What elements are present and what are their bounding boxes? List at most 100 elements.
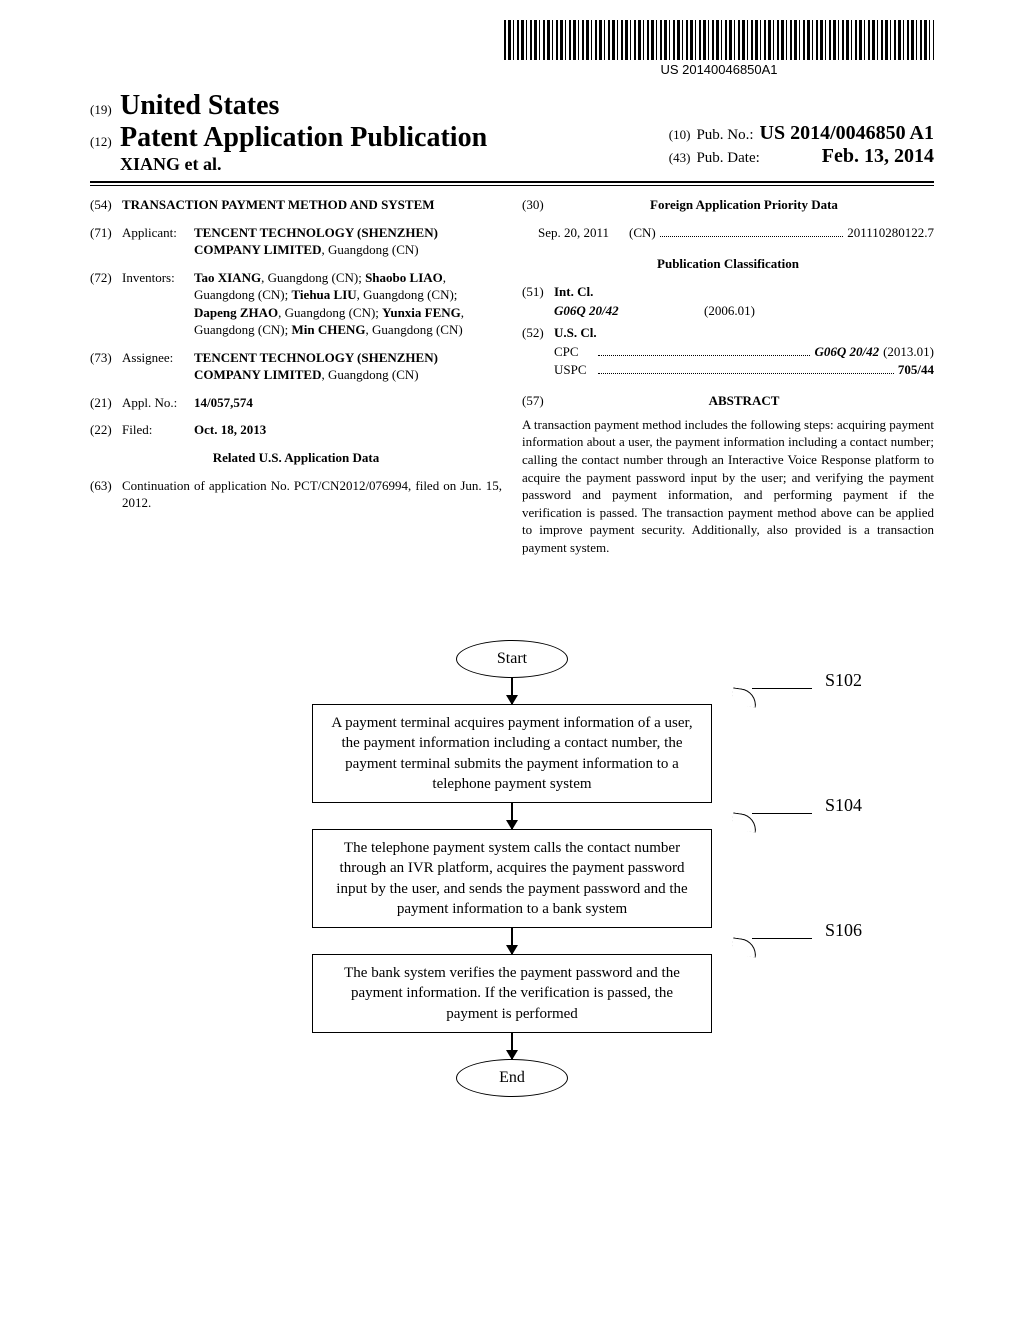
field-54: (54) TRANSACTION PAYMENT METHOD AND SYST… <box>90 196 502 214</box>
dotfill <box>598 363 894 374</box>
field-71: (71) Applicant: TENCENT TECHNOLOGY (SHEN… <box>90 224 502 259</box>
field-57: (57) ABSTRACT <box>522 392 934 410</box>
country: United States <box>120 90 279 122</box>
patent-page: US 20140046850A1 (19) United States (12)… <box>0 0 1024 1320</box>
uspc-label: USPC <box>554 361 594 379</box>
code-43: (43) <box>669 150 691 166</box>
pub-date: Feb. 13, 2014 <box>822 145 934 168</box>
intcl-year: (2006.01) <box>704 302 755 320</box>
callout-line <box>752 688 812 689</box>
node-end: End <box>456 1059 568 1097</box>
invention-title: TRANSACTION PAYMENT METHOD AND SYSTEM <box>122 196 435 214</box>
field-72: (72) Inventors: Tao XIANG, Guangdong (CN… <box>90 269 502 339</box>
inventors-label: Inventors: <box>122 269 194 339</box>
intcl-row: G06Q 20/42 (2006.01) <box>554 302 934 320</box>
code-21: (21) <box>90 394 122 412</box>
field-21: (21) Appl. No.: 14/057,574 <box>90 394 502 412</box>
rule-thin <box>90 185 934 186</box>
right-column: (30) Foreign Application Priority Data S… <box>522 196 934 556</box>
foreign-priority-title: Foreign Application Priority Data <box>554 196 934 214</box>
priority-date: Sep. 20, 2011 <box>538 224 609 242</box>
publication-type: Patent Application Publication <box>120 122 487 154</box>
edge-arrow <box>511 1033 513 1059</box>
biblio-columns: (54) TRANSACTION PAYMENT METHOD AND SYST… <box>90 196 934 556</box>
barcode-block: US 20140046850A1 <box>504 20 934 77</box>
node-start: Start <box>456 640 568 678</box>
node-s106: The bank system verifies the payment pas… <box>312 954 712 1033</box>
label-s104: S104 <box>825 795 862 816</box>
applno-label: Appl. No.: <box>122 394 194 412</box>
inventors-value: Tao XIANG, Guangdong (CN); Shaobo LIAO, … <box>194 269 502 339</box>
pub-number: US 2014/0046850 A1 <box>760 122 934 145</box>
assignee-label: Assignee: <box>122 349 194 384</box>
code-12: (12) <box>90 134 120 150</box>
flowchart-inner: Start S102 A payment terminal acquires p… <box>232 640 792 1097</box>
header: (19) United States (12) Patent Applicati… <box>90 90 934 186</box>
classification-title: Publication Classification <box>522 255 934 273</box>
cpc-year: (2013.01) <box>883 343 934 361</box>
cpc-value: G06Q 20/42 <box>814 343 879 361</box>
field-73: (73) Assignee: TENCENT TECHNOLOGY (SHENZ… <box>90 349 502 384</box>
field-52: (52) U.S. Cl. <box>522 324 934 342</box>
code-72: (72) <box>90 269 122 339</box>
code-22: (22) <box>90 421 122 439</box>
uspc-row: USPC 705/44 <box>554 361 934 379</box>
callout-line <box>752 938 812 939</box>
code-19: (19) <box>90 102 120 118</box>
pubdate-label: Pub. Date: <box>696 150 759 167</box>
edge-arrow <box>511 678 513 704</box>
cpc-label: CPC <box>554 343 594 361</box>
code-73: (73) <box>90 349 122 384</box>
code-30: (30) <box>522 196 554 214</box>
label-s102: S102 <box>825 670 862 691</box>
label-s106: S106 <box>825 920 862 941</box>
node-s102: A payment terminal acquires payment info… <box>312 704 712 803</box>
barcode-number: US 20140046850A1 <box>504 62 934 77</box>
priority-country: (CN) <box>629 224 656 242</box>
code-57: (57) <box>522 392 554 410</box>
applicant-loc: , Guangdong (CN) <box>321 242 418 257</box>
header-right: (10) Pub. No.: US 2014/0046850 A1 (43) P… <box>669 122 934 168</box>
node-s104: The telephone payment system calls the c… <box>312 829 712 928</box>
uscl-label: U.S. Cl. <box>554 324 597 342</box>
step-s104-wrap: S104 The telephone payment system calls … <box>232 829 792 928</box>
intcl-label: Int. Cl. <box>554 283 593 301</box>
step-s106-wrap: S106 The bank system verifies the paymen… <box>232 954 792 1033</box>
priority-appno: 201110280122.7 <box>847 224 934 242</box>
field-30: (30) Foreign Application Priority Data <box>522 196 934 214</box>
field-63: (63) Continuation of application No. PCT… <box>90 477 502 512</box>
intcl-value: G06Q 20/42 <box>554 302 704 320</box>
rule-thick <box>90 181 934 183</box>
edge-arrow <box>511 928 513 954</box>
abstract-title: ABSTRACT <box>554 392 934 410</box>
priority-row: Sep. 20, 2011 (CN) 201110280122.7 <box>538 224 934 242</box>
filed-value: Oct. 18, 2013 <box>194 421 502 439</box>
edge-arrow <box>511 803 513 829</box>
code-10: (10) <box>669 127 691 143</box>
applno-value: 14/057,574 <box>194 394 502 412</box>
field-51: (51) Int. Cl. <box>522 283 934 301</box>
continuation-text: Continuation of application No. PCT/CN20… <box>122 477 502 512</box>
left-column: (54) TRANSACTION PAYMENT METHOD AND SYST… <box>90 196 502 556</box>
abstract-text: A transaction payment method includes th… <box>522 416 934 556</box>
assignee-value: TENCENT TECHNOLOGY (SHENZHEN) COMPANY LI… <box>194 349 502 384</box>
code-63: (63) <box>90 477 122 512</box>
pubno-label: Pub. No.: <box>696 127 753 144</box>
filed-label: Filed: <box>122 421 194 439</box>
assignee-loc: , Guangdong (CN) <box>321 367 418 382</box>
dotfill <box>660 226 843 237</box>
dotfill <box>598 345 810 356</box>
code-54: (54) <box>90 196 122 214</box>
code-51: (51) <box>522 283 554 301</box>
applicant-label: Applicant: <box>122 224 194 259</box>
applicant-value: TENCENT TECHNOLOGY (SHENZHEN) COMPANY LI… <box>194 224 502 259</box>
related-title: Related U.S. Application Data <box>90 449 502 467</box>
callout-line <box>752 813 812 814</box>
code-71: (71) <box>90 224 122 259</box>
flowchart: Start S102 A payment terminal acquires p… <box>0 640 1024 1097</box>
field-22: (22) Filed: Oct. 18, 2013 <box>90 421 502 439</box>
barcode-graphic <box>504 20 934 60</box>
authors-line: XIANG et al. <box>120 154 487 175</box>
code-52: (52) <box>522 324 554 342</box>
uspc-value: 705/44 <box>898 361 934 379</box>
